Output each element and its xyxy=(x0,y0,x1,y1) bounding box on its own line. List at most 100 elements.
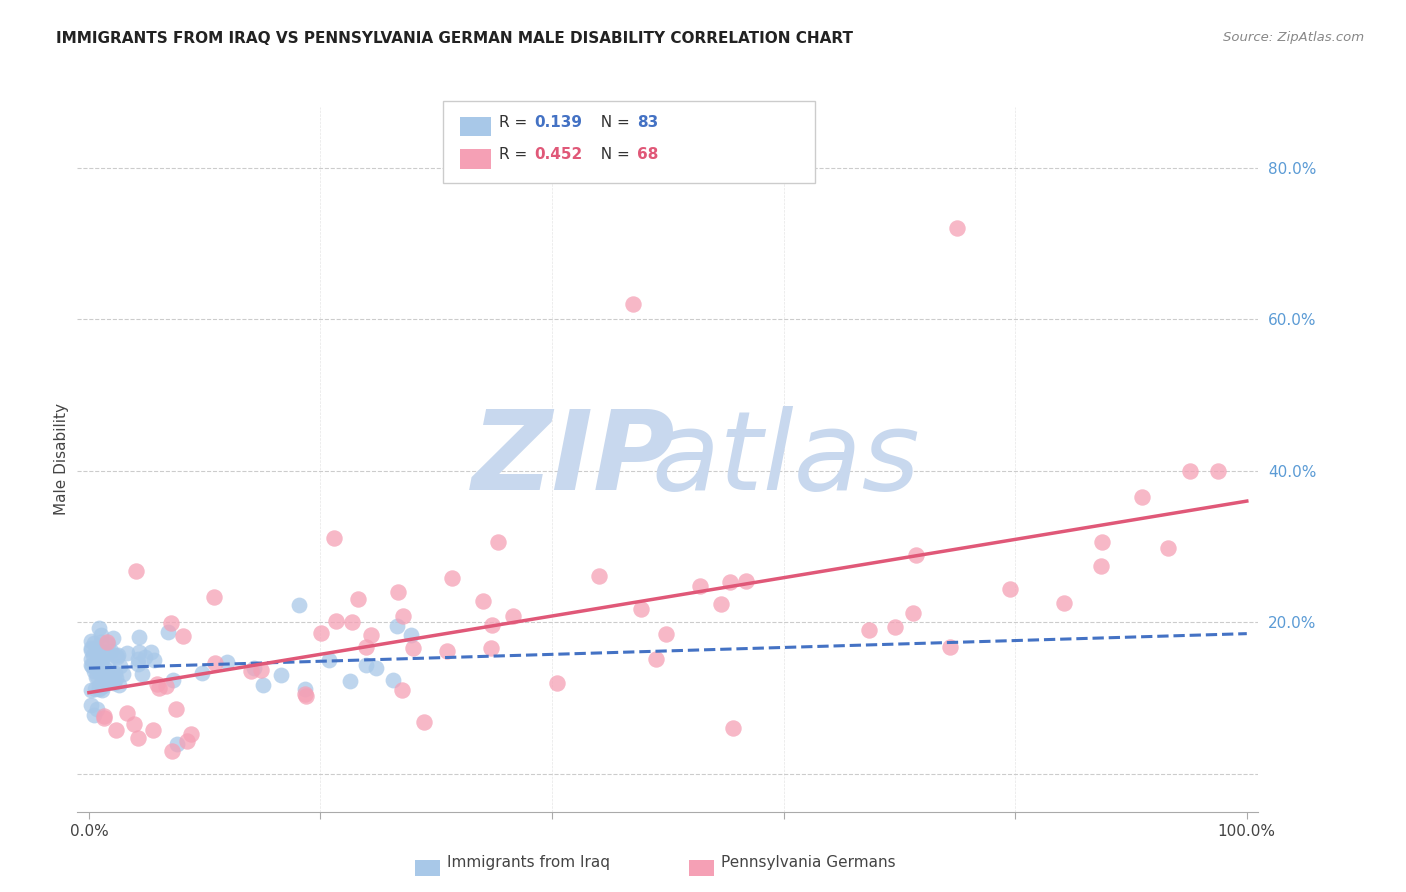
Point xyxy=(342,615,364,630)
Point xyxy=(339,673,361,688)
Point xyxy=(391,682,413,697)
Text: 68: 68 xyxy=(637,147,658,161)
Point xyxy=(1206,464,1229,478)
Text: N =: N = xyxy=(591,147,634,161)
Point xyxy=(84,644,107,658)
Point xyxy=(858,623,880,637)
Point xyxy=(104,665,127,680)
Point xyxy=(131,667,153,681)
Point xyxy=(295,690,318,704)
Text: 83: 83 xyxy=(637,115,658,129)
Point xyxy=(83,664,105,678)
Point xyxy=(89,680,111,694)
Point xyxy=(180,727,202,741)
Point xyxy=(91,683,114,698)
Point xyxy=(217,656,239,670)
Point xyxy=(1157,541,1180,556)
Point xyxy=(103,675,125,690)
Point xyxy=(486,534,509,549)
Point xyxy=(83,636,105,650)
Point xyxy=(122,717,145,731)
Point xyxy=(1178,464,1201,478)
Point xyxy=(481,617,503,632)
Point xyxy=(90,665,112,679)
Point xyxy=(89,662,111,676)
Point xyxy=(87,681,110,696)
Point xyxy=(243,661,266,675)
Point xyxy=(630,602,652,616)
Point xyxy=(84,670,107,684)
Text: R =: R = xyxy=(499,115,533,129)
Point xyxy=(252,678,274,692)
Point xyxy=(96,635,118,649)
Point xyxy=(145,677,167,691)
Point xyxy=(96,656,118,670)
Point xyxy=(546,676,568,690)
Point xyxy=(1091,535,1114,549)
Point xyxy=(1000,582,1022,597)
Point xyxy=(883,620,905,634)
Point xyxy=(399,628,422,642)
Point xyxy=(101,673,124,688)
Point xyxy=(108,678,131,692)
Point xyxy=(101,667,124,681)
Point xyxy=(90,664,112,678)
Point xyxy=(83,708,105,723)
Text: ZIP: ZIP xyxy=(471,406,675,513)
Point xyxy=(127,657,149,671)
Point xyxy=(939,640,962,654)
Point xyxy=(90,635,112,649)
Point xyxy=(93,678,115,692)
Point xyxy=(97,637,120,651)
Point xyxy=(718,575,741,590)
Point xyxy=(294,682,316,697)
Point xyxy=(80,657,103,672)
Point xyxy=(115,706,138,720)
Point xyxy=(588,569,610,583)
Text: Pennsylvania Germans: Pennsylvania Germans xyxy=(721,855,896,870)
Point xyxy=(80,633,103,648)
Point xyxy=(90,628,112,642)
Point xyxy=(157,625,180,640)
Point xyxy=(101,632,124,646)
Point xyxy=(87,621,110,635)
Point xyxy=(387,584,409,599)
Point xyxy=(97,667,120,681)
Point xyxy=(98,672,121,686)
Point xyxy=(346,591,368,606)
Point xyxy=(127,652,149,666)
Point xyxy=(903,606,925,620)
Point xyxy=(80,682,103,697)
Point xyxy=(391,609,413,624)
Point xyxy=(1090,559,1112,574)
Point xyxy=(413,715,436,730)
Point xyxy=(87,649,110,664)
Point xyxy=(134,650,156,665)
Text: 0.452: 0.452 xyxy=(534,147,582,161)
Point xyxy=(381,673,404,688)
Point xyxy=(288,598,311,612)
Text: Immigrants from Iraq: Immigrants from Iraq xyxy=(447,855,610,870)
Point xyxy=(93,667,115,681)
Point xyxy=(91,653,114,667)
Text: IMMIGRANTS FROM IRAQ VS PENNSYLVANIA GERMAN MALE DISABILITY CORRELATION CHART: IMMIGRANTS FROM IRAQ VS PENNSYLVANIA GER… xyxy=(56,31,853,46)
Point xyxy=(440,570,463,584)
Text: Source: ZipAtlas.com: Source: ZipAtlas.com xyxy=(1223,31,1364,45)
Point xyxy=(710,597,733,611)
Point xyxy=(270,667,292,681)
Point xyxy=(436,644,458,658)
Point xyxy=(104,648,127,662)
Point xyxy=(125,564,148,578)
Point xyxy=(87,641,110,656)
Point xyxy=(240,665,263,679)
Text: atlas: atlas xyxy=(651,406,921,513)
Point xyxy=(502,609,524,624)
Point xyxy=(160,744,183,758)
Point xyxy=(354,640,377,654)
Point xyxy=(93,679,115,693)
Point xyxy=(107,648,129,663)
Point xyxy=(141,645,163,659)
Point xyxy=(472,594,495,608)
Point xyxy=(86,702,108,716)
Point xyxy=(80,640,103,655)
